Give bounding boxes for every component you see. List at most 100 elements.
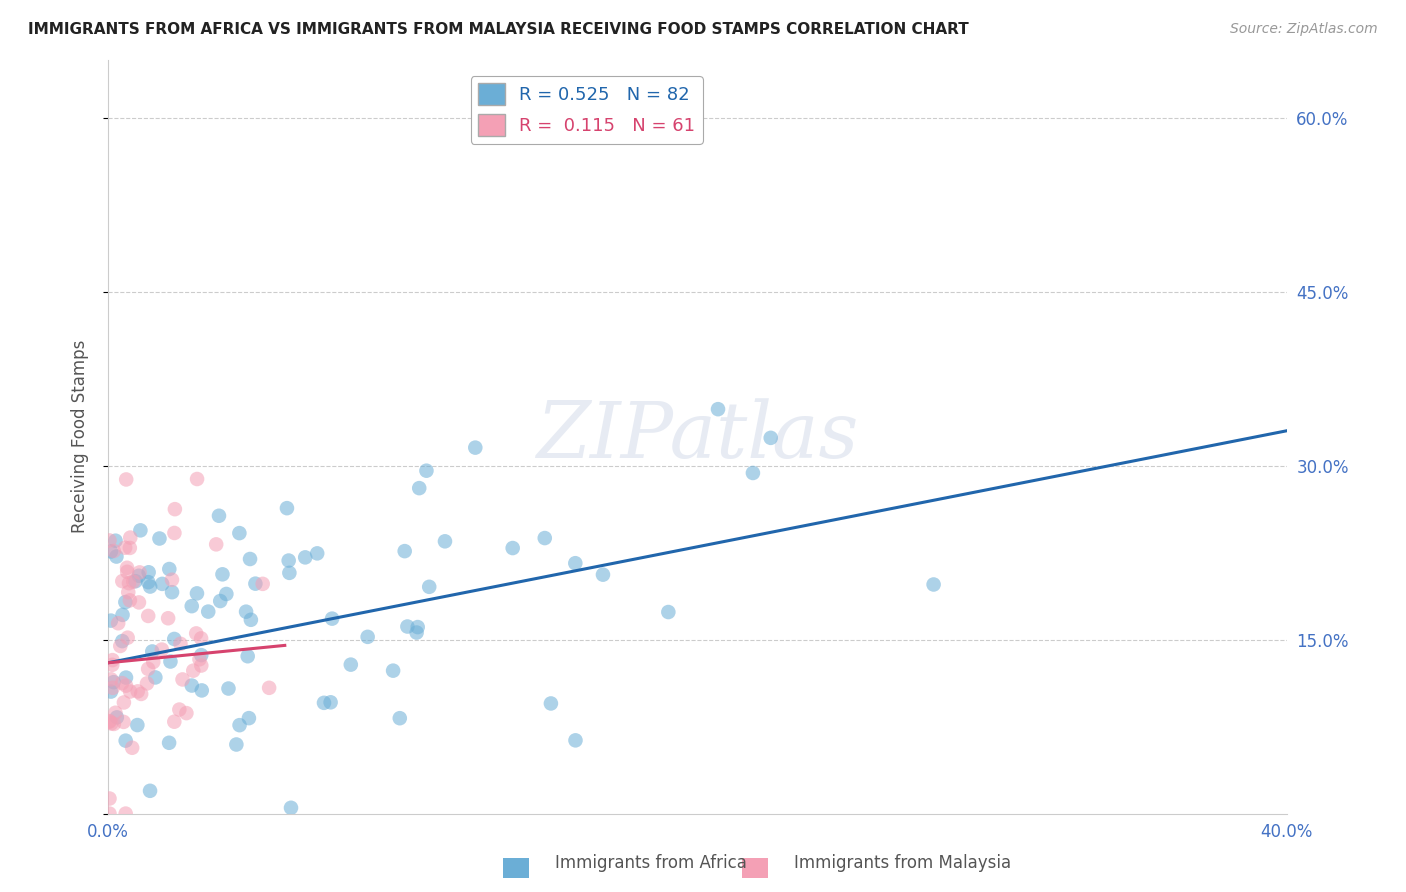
Point bbox=[415, 464, 437, 478]
Point bbox=[172, 673, 194, 687]
Point bbox=[382, 664, 405, 678]
Text: IMMIGRANTS FROM AFRICA VS IMMIGRANTS FROM MALAYSIA RECEIVING FOOD STAMPS CORRELA: IMMIGRANTS FROM AFRICA VS IMMIGRANTS FRO… bbox=[28, 22, 969, 37]
Point bbox=[111, 607, 134, 622]
Point bbox=[759, 431, 782, 445]
Point bbox=[104, 533, 127, 548]
Point bbox=[180, 679, 202, 693]
Point bbox=[657, 605, 679, 619]
Point bbox=[138, 566, 160, 580]
Point bbox=[209, 594, 232, 608]
Point bbox=[115, 671, 138, 685]
Point bbox=[707, 402, 730, 417]
Point bbox=[418, 580, 440, 594]
Point bbox=[105, 710, 128, 724]
Point bbox=[129, 524, 152, 538]
Point bbox=[245, 576, 267, 591]
Point bbox=[257, 681, 280, 695]
Point bbox=[205, 537, 228, 551]
Point bbox=[98, 791, 121, 805]
Point bbox=[98, 806, 121, 821]
Point bbox=[319, 695, 342, 709]
Point bbox=[115, 679, 138, 693]
Point bbox=[118, 593, 141, 607]
Point bbox=[922, 577, 945, 591]
Point bbox=[190, 632, 212, 646]
Point bbox=[252, 577, 274, 591]
Point bbox=[280, 801, 302, 815]
Point bbox=[228, 718, 250, 732]
Point bbox=[142, 655, 165, 669]
Point bbox=[157, 611, 180, 625]
Point bbox=[100, 716, 122, 731]
Point bbox=[215, 587, 238, 601]
Point bbox=[564, 733, 586, 747]
Point bbox=[278, 566, 301, 580]
Point bbox=[276, 501, 298, 516]
Point bbox=[163, 502, 186, 516]
Point bbox=[160, 585, 183, 599]
Point bbox=[98, 714, 121, 729]
Point bbox=[540, 697, 562, 711]
Point bbox=[159, 655, 181, 669]
Point bbox=[186, 472, 208, 486]
Point bbox=[160, 573, 183, 587]
Point bbox=[127, 718, 149, 732]
Point bbox=[564, 556, 586, 570]
Point bbox=[217, 681, 239, 696]
Point bbox=[103, 675, 125, 690]
Point bbox=[163, 526, 186, 541]
Point bbox=[98, 533, 121, 548]
Point bbox=[180, 599, 202, 614]
Point bbox=[120, 531, 142, 545]
Point bbox=[115, 473, 138, 487]
Point bbox=[111, 676, 134, 690]
Point bbox=[163, 632, 186, 646]
Point bbox=[396, 619, 419, 633]
Point bbox=[312, 696, 335, 710]
Point bbox=[111, 574, 134, 589]
Point bbox=[129, 687, 152, 701]
Point bbox=[110, 639, 132, 653]
Point bbox=[191, 683, 214, 698]
Point bbox=[103, 717, 125, 731]
Point bbox=[136, 676, 159, 690]
Point bbox=[208, 508, 231, 523]
Point bbox=[388, 711, 411, 725]
Point bbox=[112, 714, 135, 729]
Text: Source: ZipAtlas.com: Source: ZipAtlas.com bbox=[1230, 22, 1378, 37]
Point bbox=[104, 706, 127, 720]
Point bbox=[101, 681, 124, 695]
Point bbox=[100, 673, 122, 687]
Point bbox=[294, 550, 316, 565]
Point bbox=[239, 613, 262, 627]
Point bbox=[169, 637, 191, 651]
Point bbox=[139, 580, 162, 594]
Point bbox=[111, 634, 134, 648]
Point bbox=[114, 806, 136, 821]
Point bbox=[169, 702, 191, 716]
Point bbox=[100, 684, 122, 698]
Point bbox=[181, 664, 204, 678]
Point bbox=[211, 567, 233, 582]
Point bbox=[186, 586, 208, 600]
Point bbox=[408, 481, 430, 495]
Point bbox=[136, 662, 159, 676]
Point bbox=[115, 565, 138, 579]
Point bbox=[235, 605, 257, 619]
Point bbox=[115, 561, 138, 575]
Point bbox=[136, 609, 159, 624]
Point bbox=[225, 738, 247, 752]
Point bbox=[186, 626, 208, 640]
Point bbox=[163, 714, 186, 729]
Point bbox=[103, 544, 125, 558]
Point bbox=[114, 733, 136, 747]
Point bbox=[141, 644, 163, 658]
Point bbox=[98, 714, 121, 729]
Point bbox=[136, 575, 159, 590]
Point bbox=[121, 740, 143, 755]
Y-axis label: Receiving Food Stamps: Receiving Food Stamps bbox=[72, 340, 89, 533]
Point bbox=[128, 566, 150, 580]
Point bbox=[356, 630, 378, 644]
Text: Immigrants from Africa: Immigrants from Africa bbox=[555, 855, 747, 872]
Point bbox=[340, 657, 363, 672]
